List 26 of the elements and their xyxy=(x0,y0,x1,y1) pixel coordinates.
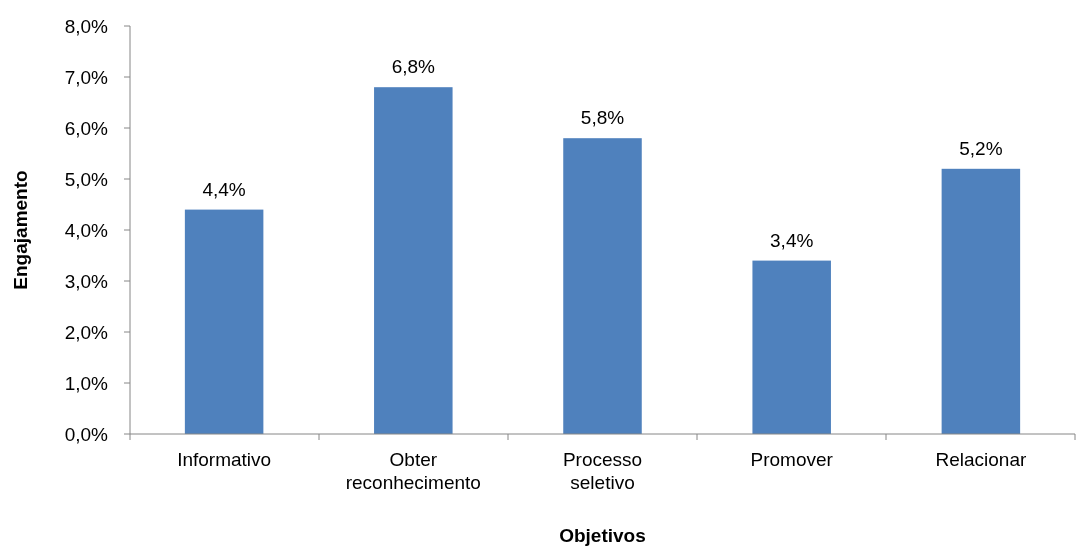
y-axis-title: Engajamento xyxy=(10,170,31,290)
y-tick-label: 7,0% xyxy=(64,66,109,88)
y-tick-label: 6,0% xyxy=(64,117,109,139)
bar xyxy=(941,168,1021,434)
y-tick-label: 0,0% xyxy=(64,423,109,445)
y-tick-label: 1,0% xyxy=(64,372,109,394)
y-tick-label: 4,0% xyxy=(64,219,109,241)
bar xyxy=(374,87,453,434)
data-label: 5,8% xyxy=(580,107,625,129)
y-tick-label: 2,0% xyxy=(64,321,109,343)
x-tick-label: Promover xyxy=(750,449,834,470)
data-label: 5,2% xyxy=(959,137,1003,159)
y-tick-label: 5,0% xyxy=(64,168,109,190)
y-tick-label: 8,0% xyxy=(64,15,109,37)
data-label: 4,4% xyxy=(202,178,246,200)
data-label: 6,8% xyxy=(391,56,436,78)
x-tick-label: Relacionar xyxy=(935,449,1027,470)
x-axis-title: Objetivos xyxy=(559,525,646,546)
data-label: 3,4% xyxy=(770,229,814,251)
x-tick-label: Informativo xyxy=(177,449,272,470)
y-tick-label: 3,0% xyxy=(64,270,109,292)
bar xyxy=(752,260,831,434)
x-tick-label: Obter reconhecimento xyxy=(345,449,481,493)
bar xyxy=(184,209,264,434)
bar xyxy=(563,138,642,434)
x-tick-label: Processo seletivo xyxy=(562,449,643,493)
